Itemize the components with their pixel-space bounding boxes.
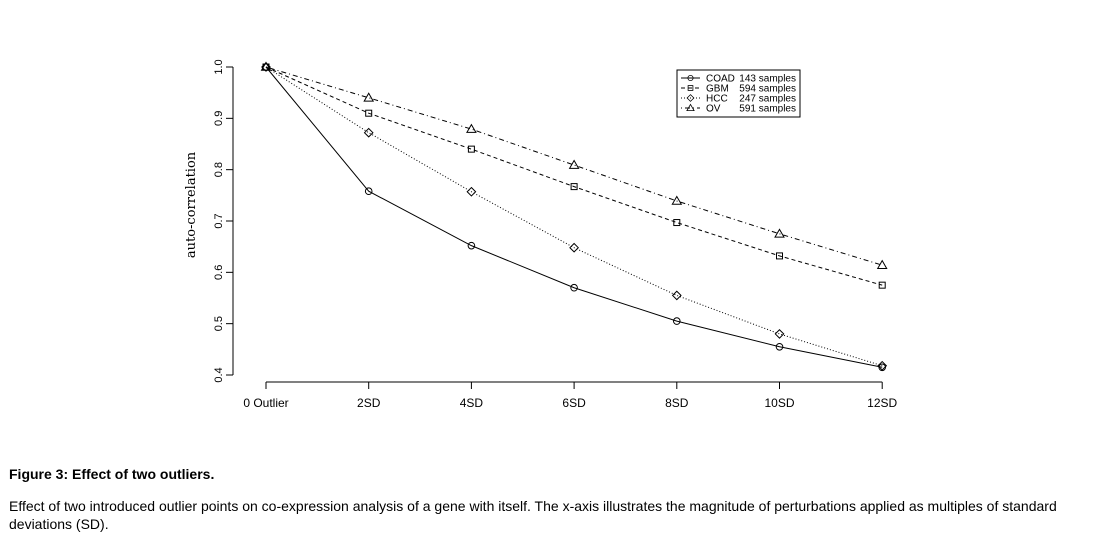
data-point-ov	[363, 92, 375, 102]
legend-marker	[687, 74, 694, 82]
legend-series-samples: 591 samples	[739, 104, 796, 115]
data-point-ov	[568, 159, 580, 169]
x-tick-label: 4SD	[460, 396, 484, 410]
x-tick-label: 12SD	[867, 396, 897, 410]
legend-series-samples: 247 samples	[739, 94, 796, 105]
series-markers	[260, 61, 888, 372]
data-point-ov	[466, 123, 477, 133]
data-point-gbm	[878, 281, 886, 289]
y-tick-label: 0.9	[213, 111, 225, 126]
figure-caption-body: Effect of two introduced outlier points …	[9, 498, 1057, 532]
y-tick-label: 0.7	[213, 213, 225, 228]
data-point-gbm	[776, 252, 783, 260]
data-point-coad	[775, 342, 784, 351]
x-tick-label: 8SD	[665, 396, 689, 410]
series-line-gbm	[265, 66, 883, 286]
data-point-ov	[876, 259, 888, 269]
y-tick-label: 0.5	[213, 316, 225, 331]
y-tick-label: 0.6	[213, 265, 225, 280]
data-point-hcc	[261, 62, 271, 72]
series-line-coad	[265, 66, 883, 368]
figure-caption-title: Figure 3: Effect of two outliers.	[9, 466, 215, 482]
x-tick-label: 0 Outlier	[243, 396, 288, 410]
data-point-hcc	[466, 186, 477, 197]
line-chart: 0.4 0.5 0.6 0.7 0.8 0.9 1.0 0 Outlier 2SD 4SD 6SD…	[184, 59, 898, 410]
y-axis-label: auto-correlation	[184, 151, 199, 258]
y-tick-label: 1.0	[213, 59, 225, 74]
data-point-hcc	[363, 127, 374, 138]
data-point-coad	[364, 187, 373, 196]
data-point-hcc	[671, 290, 682, 301]
series-line-ov	[265, 66, 883, 266]
data-point-gbm	[365, 109, 373, 117]
legend-series-samples: 594 samples	[739, 84, 796, 95]
legend-series-name: GBM	[706, 84, 729, 95]
legend-series-name: COAD	[706, 74, 735, 85]
data-point-gbm	[467, 145, 475, 153]
y-axis: 0.4 0.5 0.6 0.7 0.8 0.9 1.0	[213, 59, 234, 383]
x-tick-label: 2SD	[357, 396, 381, 410]
legend-series-samples: 143 samples	[739, 74, 796, 85]
legend-series-name: OV	[706, 104, 721, 115]
data-point-coad	[673, 317, 681, 325]
legend-marker	[687, 85, 694, 91]
series-lines	[265, 66, 883, 368]
data-point-ov	[671, 195, 683, 205]
data-point-gbm	[673, 219, 681, 227]
y-tick-label: 0.8	[213, 162, 225, 177]
data-point-hcc	[569, 242, 580, 253]
x-tick-label: 10SD	[764, 396, 794, 410]
data-point-coad	[467, 241, 476, 250]
legend-marker	[686, 103, 695, 112]
y-tick-label: 0.4	[213, 367, 225, 382]
x-axis: 0 Outlier 2SD 4SD 6SD 8SD 10SD 12SD	[243, 381, 898, 410]
data-point-ov	[260, 61, 272, 71]
data-point-ov	[774, 228, 785, 238]
legend-marker	[686, 94, 695, 102]
series-line-hcc	[265, 66, 883, 367]
legend-series-name: HCC	[706, 94, 728, 105]
x-tick-label: 6SD	[562, 396, 586, 410]
data-point-coad	[570, 283, 578, 292]
legend: COAD 143 samples GBM 594 samples HCC 247 samp…	[676, 69, 801, 118]
data-point-gbm	[570, 183, 578, 191]
data-point-hcc	[774, 329, 785, 339]
data-point-hcc	[877, 360, 888, 371]
